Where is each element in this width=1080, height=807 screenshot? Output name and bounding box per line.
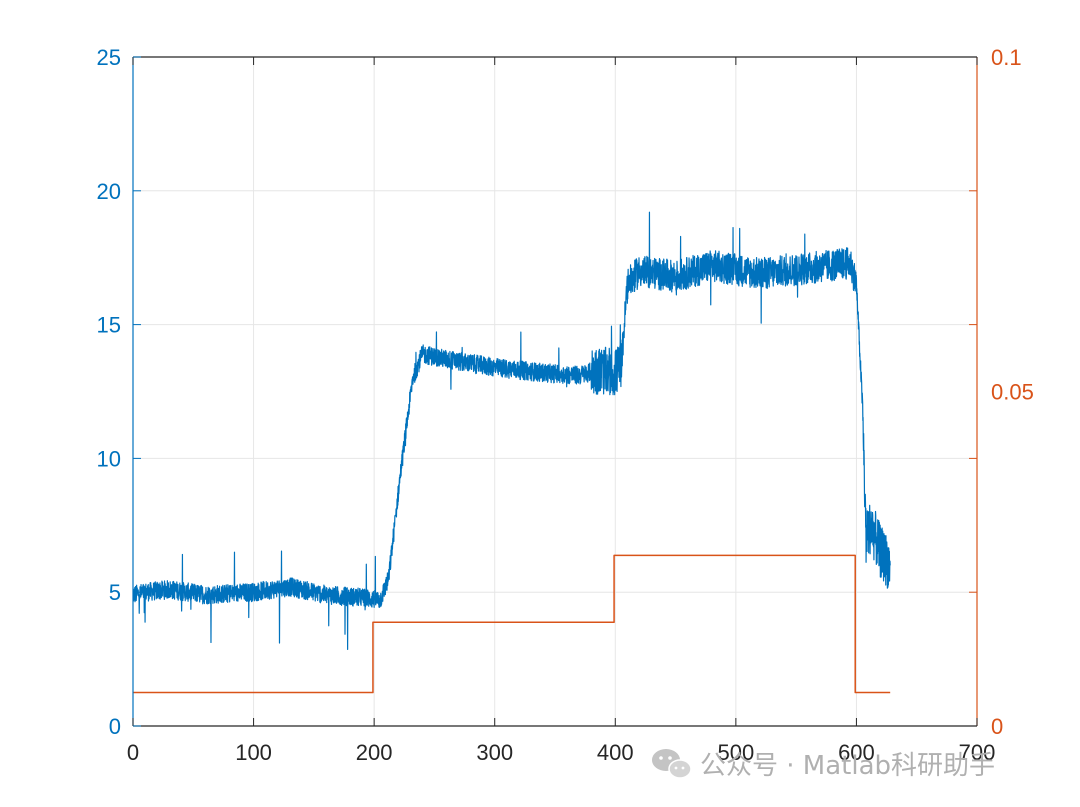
series-line-left	[132, 211, 891, 650]
x-tick-label: 700	[959, 740, 996, 765]
y-left-tick-label: 15	[97, 313, 121, 338]
series-line-right	[133, 554, 891, 694]
x-tick-label: 200	[356, 740, 393, 765]
y-left-tick-label: 20	[97, 179, 121, 204]
x-tick-label: 0	[127, 740, 139, 765]
series-layer	[132, 211, 891, 694]
watermark: 公众号 · Matlab科研助手	[652, 749, 995, 781]
y-left-tick-label: 10	[97, 446, 121, 471]
y-right-tick-label: 0	[991, 714, 1003, 739]
wechat-icon	[652, 749, 692, 779]
axes	[132, 56, 978, 727]
x-tick-label: 300	[476, 740, 513, 765]
y-right-tick-label: 0.05	[991, 380, 1034, 405]
x-tick-label: 400	[597, 740, 634, 765]
x-tick-label: 600	[838, 740, 875, 765]
watermark-text: 公众号 · Matlab科研助手	[700, 751, 995, 781]
y-left-tick-label: 5	[109, 580, 121, 605]
x-tick-label: 500	[717, 740, 754, 765]
x-tick-label: 100	[235, 740, 272, 765]
y-left-tick-label: 25	[97, 45, 121, 70]
y-right-tick-label: 0.1	[991, 45, 1022, 70]
grid	[133, 57, 977, 726]
y-left-tick-label: 0	[109, 714, 121, 739]
